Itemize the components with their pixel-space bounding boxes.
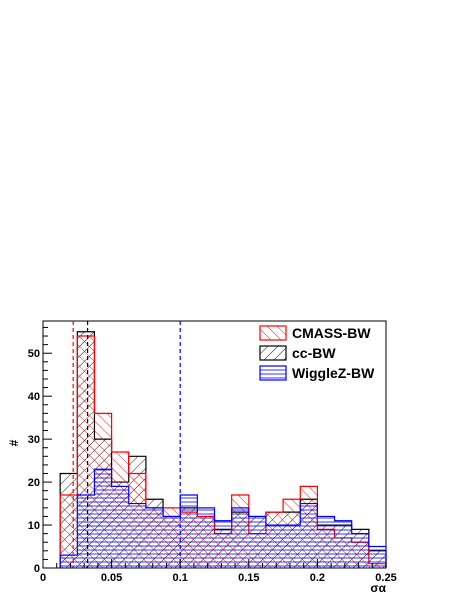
y-tick-label: 30 bbox=[28, 434, 40, 446]
histogram-bin bbox=[94, 469, 112, 568]
y-tick-label: 50 bbox=[28, 348, 40, 360]
legend-swatch bbox=[259, 365, 287, 381]
reference-lines bbox=[72, 321, 181, 568]
legend-item-wigglez-bw: WiggleZ-BW bbox=[259, 365, 375, 381]
histogram-bin bbox=[283, 525, 301, 568]
series-wigglez-bw bbox=[59, 468, 387, 568]
legend-swatch bbox=[259, 345, 287, 361]
histogram-bin bbox=[231, 507, 249, 568]
legend-label: CMASS-BW bbox=[292, 325, 371, 341]
histogram-bin bbox=[197, 507, 215, 568]
histogram-bin bbox=[368, 546, 386, 568]
histogram-bin bbox=[214, 520, 232, 568]
y-tick-label: 10 bbox=[28, 520, 40, 532]
x-axis-title: σα bbox=[370, 581, 386, 595]
x-tick-label: 0.1 bbox=[173, 572, 188, 584]
histogram-bin bbox=[60, 555, 78, 568]
histogram-bin bbox=[248, 516, 266, 568]
histogram-bin bbox=[265, 525, 284, 568]
y-tick-label: 20 bbox=[28, 477, 40, 489]
histogram-bin bbox=[317, 516, 335, 568]
y-tick-label: 0 bbox=[34, 563, 40, 575]
histogram-bin bbox=[111, 486, 129, 568]
histogram-bin bbox=[128, 503, 146, 568]
histogram-bin bbox=[351, 533, 369, 568]
legend-item-cc-bw: cc-BW bbox=[259, 345, 336, 361]
legend-swatch bbox=[259, 325, 287, 341]
x-tick-label: 0.25 bbox=[375, 572, 396, 584]
x-tick-label: 0.2 bbox=[310, 572, 325, 584]
histogram-bin bbox=[180, 494, 198, 568]
histogram-bin bbox=[300, 503, 318, 568]
legend-item-cmass-bw: CMASS-BW bbox=[259, 325, 371, 341]
y-tick-label: 40 bbox=[28, 391, 40, 403]
legend-label: WiggleZ-BW bbox=[292, 365, 375, 381]
x-tick-label: 0.15 bbox=[238, 572, 259, 584]
histogram-bin bbox=[334, 520, 352, 568]
histogram-bin bbox=[145, 507, 164, 568]
histogram-outline bbox=[59, 468, 387, 568]
y-axis-title: # bbox=[7, 439, 21, 446]
x-tick-label: 0 bbox=[40, 572, 46, 584]
legend-label: cc-BW bbox=[292, 345, 336, 361]
histogram-bin bbox=[77, 494, 95, 568]
histogram-bin bbox=[163, 516, 181, 568]
x-tick-label: 0.05 bbox=[101, 572, 122, 584]
axes: 0 0.05 0.1 0.15 0.2 0.25 0 10 20 30 40 50 bbox=[28, 321, 397, 584]
legend: CMASS-BW cc-BW WiggleZ-BW bbox=[259, 325, 375, 381]
